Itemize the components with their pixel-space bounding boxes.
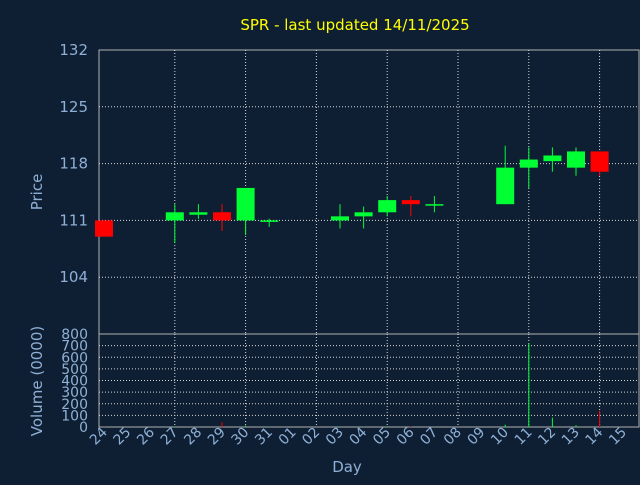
volume-axis-title: Volume (0000) <box>28 326 46 436</box>
x-tick-label: 01 <box>276 425 300 449</box>
candle-body <box>401 200 420 205</box>
volume-tick-label: 600 <box>61 350 88 366</box>
candle-body <box>590 151 609 172</box>
candlestick <box>354 206 373 229</box>
candle-body <box>378 200 397 213</box>
x-tick-label: 14 <box>583 424 607 448</box>
x-axis-title: Day <box>332 458 362 476</box>
candle-body <box>496 167 515 205</box>
volume-tick-label: 500 <box>61 362 88 378</box>
volume-grid <box>99 334 639 427</box>
volume-tick-label: 200 <box>61 397 88 413</box>
chart-title: SPR - last updated 14/11/2025 <box>240 16 469 34</box>
volume-tick-label: 100 <box>61 408 88 424</box>
candlestick <box>496 145 515 205</box>
candle-body <box>331 216 349 221</box>
volume-tick-label: 400 <box>61 374 88 390</box>
candlestick <box>590 151 609 176</box>
price-plot-area <box>98 49 640 335</box>
candle-body <box>189 212 208 215</box>
x-tick-label: 25 <box>111 425 135 449</box>
x-tick-label: 08 <box>441 425 465 449</box>
candle-body <box>519 159 538 168</box>
candle-body <box>354 212 373 217</box>
candlestick <box>189 204 208 219</box>
x-tick-label: 12 <box>535 425 559 449</box>
x-axis: 24 25 26 27 28 29 30 31 01 02 03 04 05 06 07 08 09 10 11 12… <box>87 424 630 448</box>
candlestick <box>567 147 585 176</box>
candle-body <box>543 155 562 162</box>
candle-body <box>425 204 444 206</box>
candle-body <box>95 220 113 237</box>
price-y-axis: 104 111 118 125 132 <box>59 41 88 286</box>
candle-body <box>213 212 231 221</box>
volume-series <box>103 343 601 427</box>
candlestick <box>165 204 184 244</box>
x-tick-label: 10 <box>488 425 512 449</box>
x-tick-label: 29 <box>205 425 229 449</box>
price-tick-label: 118 <box>59 155 88 173</box>
candlestick <box>378 196 397 217</box>
x-tick-label: 11 <box>512 425 536 449</box>
x-tick-label: 26 <box>134 424 158 448</box>
candlestick <box>236 187 255 236</box>
volume-tick-label: 800 <box>61 327 88 343</box>
candlestick <box>95 220 113 237</box>
x-tick-label: 15 <box>606 425 630 449</box>
candle-body <box>260 220 279 222</box>
x-tick-label: 09 <box>465 425 489 449</box>
x-tick-label: 07 <box>417 425 441 449</box>
volume-tick-label: 700 <box>61 339 88 355</box>
x-tick-label: 06 <box>394 424 418 448</box>
volume-tick-label: 0 <box>79 420 88 436</box>
candlestick <box>519 147 538 188</box>
candlestick <box>425 196 444 213</box>
candle-body <box>165 212 184 221</box>
candlestick-series <box>95 145 609 244</box>
candlestick <box>213 204 231 231</box>
price-tick-label: 111 <box>59 211 88 229</box>
price-tick-label: 104 <box>59 268 88 286</box>
candle-body <box>236 187 255 221</box>
x-tick-label: 05 <box>370 425 394 449</box>
candlestick <box>260 218 279 227</box>
price-tick-label: 125 <box>59 98 88 116</box>
candle-body <box>567 151 585 168</box>
x-tick-label: 04 <box>347 424 371 448</box>
x-tick-label: 31 <box>252 425 276 449</box>
x-tick-label: 13 <box>559 425 583 449</box>
candlestick <box>331 204 349 229</box>
candlestick <box>401 196 420 217</box>
price-tick-label: 132 <box>59 41 88 59</box>
x-tick-label: 27 <box>158 425 182 449</box>
x-tick-label: 24 <box>87 424 111 448</box>
price-axis-title: Price <box>28 174 46 211</box>
x-tick-label: 28 <box>181 425 205 449</box>
x-tick-label: 03 <box>323 425 347 449</box>
volume-tick-label: 300 <box>61 385 88 401</box>
x-tick-label: 30 <box>229 425 253 449</box>
candlestick <box>543 147 562 172</box>
x-tick-label: 02 <box>299 425 323 449</box>
